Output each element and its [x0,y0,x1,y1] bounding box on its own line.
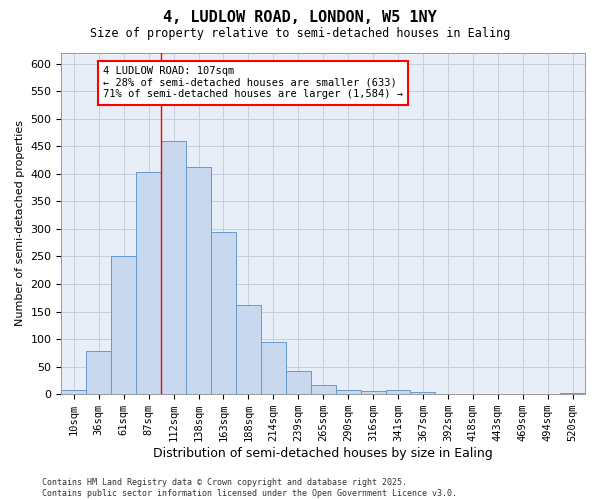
Bar [261,342,286,394]
Text: 4, LUDLOW ROAD, LONDON, W5 1NY: 4, LUDLOW ROAD, LONDON, W5 1NY [163,10,437,25]
Bar [111,256,136,394]
Bar [161,140,186,394]
Bar [136,172,161,394]
Text: Contains HM Land Registry data © Crown copyright and database right 2025.
Contai: Contains HM Land Registry data © Crown c… [42,478,457,498]
Bar [386,390,410,394]
X-axis label: Distribution of semi-detached houses by size in Ealing: Distribution of semi-detached houses by … [154,447,493,460]
Bar [61,390,86,394]
Bar [286,371,311,394]
Text: 4 LUDLOW ROAD: 107sqm
← 28% of semi-detached houses are smaller (633)
71% of sem: 4 LUDLOW ROAD: 107sqm ← 28% of semi-deta… [103,66,403,100]
Bar [410,392,436,394]
Y-axis label: Number of semi-detached properties: Number of semi-detached properties [15,120,25,326]
Bar [211,232,236,394]
Bar [335,390,361,394]
Bar [236,306,261,394]
Text: Size of property relative to semi-detached houses in Ealing: Size of property relative to semi-detach… [90,28,510,40]
Bar [311,386,335,394]
Bar [186,166,211,394]
Bar [560,392,585,394]
Bar [86,351,111,394]
Bar [361,391,386,394]
